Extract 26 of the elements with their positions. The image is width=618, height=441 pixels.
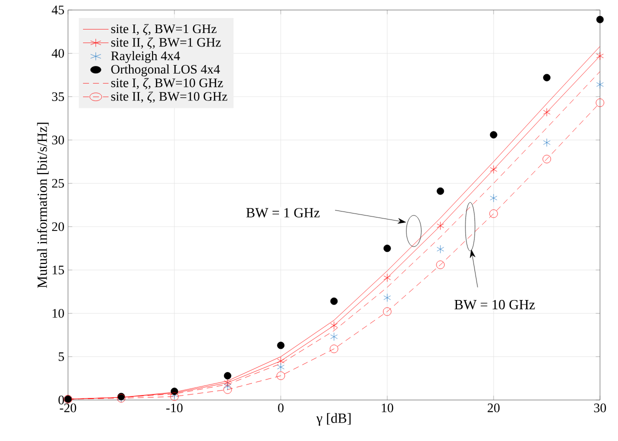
- x-tick-label: 30: [594, 404, 606, 412]
- legend-label: Orthogonal LOS 4x4: [111, 64, 220, 76]
- y-tick-label: 0: [58, 396, 64, 404]
- legend-label: Rayleigh 4x4: [111, 51, 180, 63]
- y-tick-label: 20: [52, 222, 64, 232]
- legend-label: site II, ζ, BW=1 GHz: [111, 38, 221, 49]
- legend-label: site I, ζ, BW=1 GHz: [111, 24, 216, 36]
- y-axis-title: Mutual information [bit/s/Hz]: [36, 122, 49, 288]
- y-tick-label: 40: [52, 48, 64, 58]
- annotation: BW = 10 GHz: [454, 300, 535, 310]
- x-tick-label: 20: [488, 404, 500, 412]
- y-tick-label: 10: [52, 308, 64, 318]
- y-tick-label: 5: [58, 352, 64, 361]
- annotation: BW = 1 GHz: [246, 208, 320, 218]
- x-tick-label: -10: [166, 404, 183, 412]
- x-tick-label: 10: [382, 404, 394, 412]
- y-tick-label: 35: [52, 92, 64, 102]
- x-tick-label: -20: [60, 404, 76, 412]
- legend-label: site I, ζ, BW=10 GHz: [111, 78, 223, 90]
- y-tick-label: 45: [52, 6, 64, 14]
- y-tick-label: 25: [52, 178, 64, 188]
- y-tick-label: 15: [52, 266, 64, 274]
- x-tick-label: 0: [278, 404, 284, 412]
- x-axis-title: γ [dB]: [316, 413, 351, 426]
- legend-label: site II, ζ, BW=10 GHz: [111, 92, 228, 103]
- y-tick-label: 30: [52, 136, 64, 144]
